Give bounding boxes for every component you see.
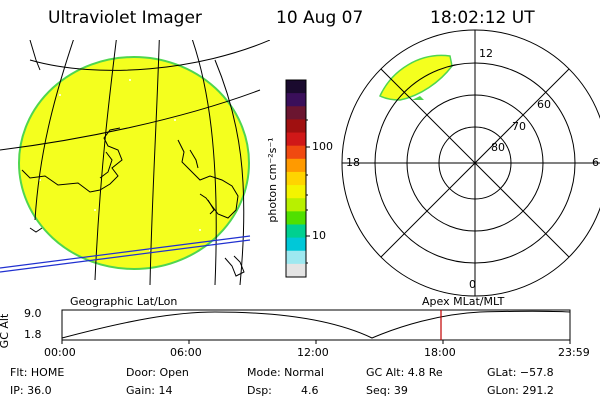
color-scale-bar xyxy=(286,80,306,278)
status-door: Door: Open xyxy=(126,366,189,379)
color-scale-segment xyxy=(286,158,306,173)
date-label: 10 Aug 07 xyxy=(276,8,364,28)
geographic-image-panel xyxy=(0,40,270,285)
status-gain: Gain: 14 xyxy=(126,384,173,397)
altitude-x-ticks xyxy=(61,340,571,344)
altitude-tick-9: 9.0 xyxy=(24,307,42,320)
polar-label-mlt-6: 6 xyxy=(592,156,599,169)
time-tick-2359: 23:59 xyxy=(558,346,590,359)
color-scale-segment xyxy=(286,185,306,199)
status-flight: Flt: HOME xyxy=(10,366,65,379)
polar-label-mlt-12: 12 xyxy=(479,47,493,60)
uv-emission-disk xyxy=(18,56,250,270)
polar-plot xyxy=(341,29,600,297)
color-scale-segment xyxy=(286,237,306,252)
altitude-curve xyxy=(61,310,571,339)
polar-label-mlt-18: 18 xyxy=(346,156,360,169)
color-scale-segment xyxy=(286,250,306,265)
status-sequence: Seq: 39 xyxy=(366,384,408,397)
orbit-track xyxy=(0,235,251,273)
colorbar-unit-label: photon cm⁻²s⁻¹ xyxy=(266,137,279,223)
colorbar-tick-100: 100 xyxy=(312,140,333,153)
colorbar-tick-10: 10 xyxy=(312,229,326,242)
time-tick-1800: 18:00 xyxy=(424,346,456,359)
auroral-oval-patch xyxy=(379,54,453,101)
status-mode: Mode: Normal xyxy=(247,366,324,379)
color-scale-segment xyxy=(286,198,306,212)
polar-label-mlat-80: 80 xyxy=(491,141,505,154)
altitude-tick-1-8: 1.8 xyxy=(24,328,42,341)
instrument-title: Ultraviolet Imager xyxy=(48,8,202,28)
status-geo-longitude: GLon: 291.2 xyxy=(487,384,554,397)
color-scale-segment xyxy=(286,106,306,120)
color-scale-segment xyxy=(286,80,306,94)
time-tick-1200: 12:00 xyxy=(297,346,329,359)
polar-label-mlat-70: 70 xyxy=(512,120,526,133)
color-scale-segment xyxy=(286,263,306,278)
color-scale-segment xyxy=(286,224,306,239)
time-label: 18:02:12 UT xyxy=(430,8,535,28)
color-scale-ticks xyxy=(306,119,310,264)
altitude-axis-label: GC Alt xyxy=(0,313,11,349)
altitude-frame xyxy=(61,309,571,341)
graticule-lines xyxy=(0,40,270,285)
polar-diagonal-2 xyxy=(380,68,570,258)
status-ip: IP: 36.0 xyxy=(10,384,52,397)
status-gc-altitude: GC Alt: 4.8 Re xyxy=(366,366,443,379)
color-scale-segment xyxy=(286,93,306,107)
color-scale-segment xyxy=(286,132,306,147)
polar-label-mlt-0: 0 xyxy=(469,278,476,291)
disk-speckle xyxy=(39,79,201,251)
color-scale-segment xyxy=(286,119,306,134)
geographic-caption: Geographic Lat/Lon xyxy=(70,295,178,308)
color-scale-segment xyxy=(286,171,306,186)
polar-caption: Apex MLat/MLT xyxy=(422,295,505,308)
color-scale-segment xyxy=(286,211,306,225)
time-tick-0600: 06:00 xyxy=(170,346,202,359)
status-dsp-value: 4.6 xyxy=(301,384,319,397)
color-scale-segment xyxy=(286,145,306,160)
polar-label-mlat-60: 60 xyxy=(537,98,551,111)
time-tick-0000: 00:00 xyxy=(44,346,76,359)
color-scale-frame xyxy=(285,79,307,278)
status-geo-latitude: GLat: −57.8 xyxy=(487,366,554,379)
altitude-strip xyxy=(61,309,571,344)
coastlines xyxy=(21,40,245,277)
status-dsp-label: Dsp: xyxy=(247,384,272,397)
